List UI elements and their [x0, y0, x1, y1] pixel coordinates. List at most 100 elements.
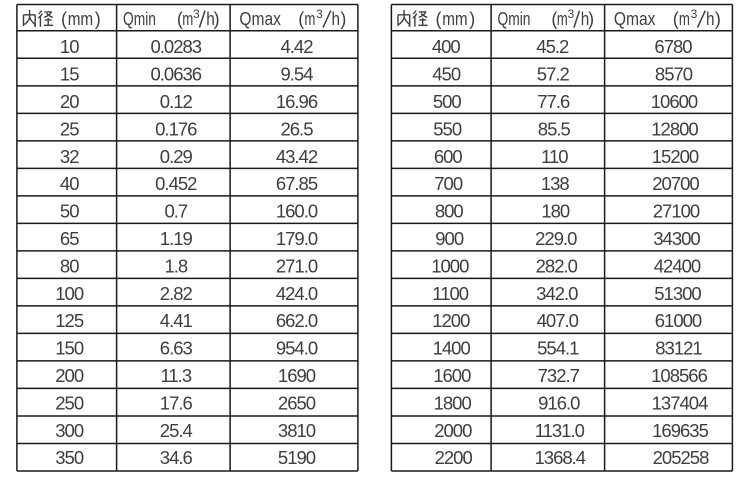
svg-text:8570: 8570 — [655, 64, 693, 85]
svg-text:205258: 205258 — [653, 447, 709, 468]
svg-text:1100: 1100 — [432, 283, 468, 304]
svg-text:916.0: 916.0 — [538, 392, 580, 413]
svg-text:(: ( — [436, 9, 442, 29]
svg-text:900: 900 — [435, 228, 464, 249]
svg-text:4.41: 4.41 — [160, 310, 193, 331]
svg-text:(: ( — [61, 9, 67, 29]
svg-text:1690: 1690 — [278, 365, 316, 386]
svg-text:6.63: 6.63 — [160, 338, 193, 359]
svg-text:1000: 1000 — [431, 255, 469, 276]
svg-text:34300: 34300 — [653, 228, 700, 249]
svg-text:137404: 137404 — [652, 392, 708, 413]
svg-text:0.0283: 0.0283 — [151, 36, 202, 57]
svg-text:100: 100 — [55, 283, 84, 304]
svg-text:Qmin: Qmin — [498, 9, 531, 29]
svg-text:20: 20 — [60, 91, 79, 112]
svg-text:179.0: 179.0 — [276, 228, 318, 249]
svg-text:2000: 2000 — [434, 420, 472, 441]
svg-text:27100: 27100 — [653, 201, 700, 222]
svg-text:57.2: 57.2 — [537, 64, 570, 85]
svg-text:10: 10 — [60, 36, 79, 57]
svg-text:1200: 1200 — [432, 310, 470, 331]
svg-text:61000: 61000 — [655, 310, 702, 331]
svg-text:m: m — [557, 9, 568, 29]
svg-text:51300: 51300 — [654, 283, 701, 304]
svg-text:0.29: 0.29 — [160, 146, 193, 167]
svg-text:550: 550 — [433, 118, 462, 139]
svg-text:85.5: 85.5 — [538, 118, 571, 139]
svg-text:954.0: 954.0 — [276, 338, 318, 359]
svg-text:125: 125 — [55, 310, 84, 331]
svg-text:67.85: 67.85 — [276, 173, 318, 194]
svg-text:15: 15 — [60, 64, 79, 85]
svg-text:350: 350 — [55, 447, 84, 468]
svg-text:0.7: 0.7 — [164, 201, 187, 222]
svg-text:32: 32 — [60, 146, 79, 167]
svg-text:342.0: 342.0 — [536, 283, 578, 304]
svg-text:65: 65 — [60, 228, 79, 249]
svg-text:83121: 83121 — [655, 338, 702, 359]
svg-text:500: 500 — [433, 91, 462, 112]
svg-text:26.5: 26.5 — [280, 118, 313, 139]
svg-text:Qmax: Qmax — [239, 9, 281, 29]
svg-text:16.96: 16.96 — [276, 91, 318, 112]
svg-text:108566: 108566 — [651, 365, 707, 386]
svg-text:77.6: 77.6 — [537, 91, 570, 112]
svg-text:180: 180 — [541, 201, 570, 222]
svg-text:17.6: 17.6 — [160, 392, 193, 413]
svg-text:407.0: 407.0 — [537, 310, 579, 331]
svg-text:1368.4: 1368.4 — [535, 447, 586, 468]
svg-text:2.82: 2.82 — [160, 283, 193, 304]
svg-text:h: h — [332, 9, 341, 29]
svg-text:9.54: 9.54 — [280, 64, 313, 85]
svg-text:0.452: 0.452 — [155, 173, 197, 194]
svg-text:1800: 1800 — [434, 392, 472, 413]
svg-text:42400: 42400 — [654, 255, 701, 276]
svg-text:h: h — [706, 9, 715, 29]
svg-text:1.19: 1.19 — [160, 228, 193, 249]
svg-text:Qmax: Qmax — [614, 9, 656, 29]
svg-text:50: 50 — [60, 201, 79, 222]
svg-text:m: m — [679, 9, 690, 29]
svg-text:2650: 2650 — [278, 392, 316, 413]
svg-text:): ) — [588, 9, 594, 29]
svg-text:3810: 3810 — [278, 420, 316, 441]
svg-text:3: 3 — [691, 7, 698, 21]
svg-text:25: 25 — [60, 118, 79, 139]
svg-text:(: ( — [177, 9, 183, 29]
svg-text:15200: 15200 — [652, 146, 699, 167]
svg-text:0.176: 0.176 — [155, 118, 197, 139]
svg-text:150: 150 — [55, 338, 84, 359]
svg-text:1131.0: 1131.0 — [535, 420, 585, 441]
svg-text:450: 450 — [432, 64, 461, 85]
svg-text:250: 250 — [55, 392, 84, 413]
svg-text:12800: 12800 — [651, 118, 698, 139]
svg-text:h: h — [206, 9, 215, 29]
svg-text:): ) — [340, 9, 346, 29]
svg-text:138: 138 — [541, 173, 570, 194]
svg-text:600: 600 — [434, 146, 463, 167]
svg-text:200: 200 — [55, 365, 84, 386]
svg-text:554.1: 554.1 — [537, 338, 579, 359]
svg-text:1400: 1400 — [433, 338, 471, 359]
svg-text:1600: 1600 — [433, 365, 471, 386]
svg-text:40: 40 — [60, 173, 79, 194]
svg-text:): ) — [715, 9, 721, 29]
svg-text:229.0: 229.0 — [535, 228, 577, 249]
svg-text:0.0636: 0.0636 — [151, 64, 202, 85]
svg-text:34.6: 34.6 — [160, 447, 193, 468]
svg-text:mm: mm — [68, 9, 94, 29]
svg-text:3: 3 — [316, 7, 323, 21]
svg-text:(: ( — [298, 9, 304, 29]
svg-text:): ) — [95, 9, 101, 29]
svg-text:271.0: 271.0 — [276, 255, 318, 276]
svg-text:282.0: 282.0 — [536, 255, 578, 276]
svg-text:0.12: 0.12 — [160, 91, 193, 112]
svg-text:11.3: 11.3 — [160, 365, 191, 386]
svg-text:5190: 5190 — [278, 447, 316, 468]
svg-text:424.0: 424.0 — [276, 283, 318, 304]
svg-text:h: h — [581, 9, 590, 29]
svg-text:732.7: 732.7 — [538, 365, 580, 386]
svg-text:20700: 20700 — [652, 173, 699, 194]
svg-text:43.42: 43.42 — [276, 146, 318, 167]
